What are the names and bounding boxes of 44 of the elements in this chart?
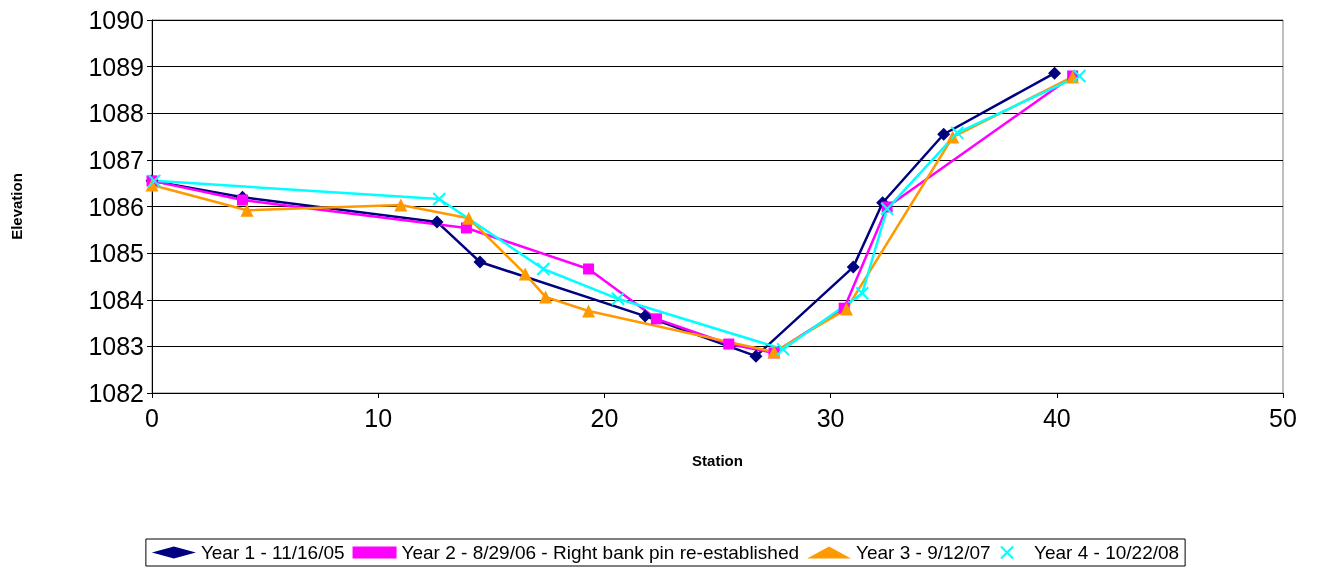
- y-tick-label: 1087: [88, 145, 144, 174]
- x-tick-label: 40: [1042, 403, 1071, 432]
- y-tick-label: 1086: [88, 192, 144, 221]
- y-tick-label: 1088: [88, 99, 144, 128]
- legend-label: Year 2 - 8/29/06 - Right bank pin re-established: [401, 542, 800, 563]
- y-tick-label: 1084: [88, 285, 145, 314]
- point: [432, 192, 447, 207]
- x-tick-label: 10: [364, 403, 393, 432]
- y-tick-label: 1082: [88, 379, 144, 407]
- point: [473, 255, 487, 269]
- point: [240, 203, 254, 217]
- point: [582, 304, 596, 318]
- point: [776, 342, 791, 357]
- x-tick-label: 0: [145, 403, 159, 432]
- point: [650, 313, 662, 325]
- x-tick-label: 30: [816, 403, 845, 432]
- y-tick-label: 1089: [88, 52, 144, 81]
- point: [583, 263, 595, 275]
- point: [536, 261, 551, 276]
- point: [462, 211, 476, 225]
- x-tick-label: 50: [1269, 403, 1297, 432]
- y-tick-label: 1085: [88, 239, 144, 268]
- point: [749, 349, 763, 363]
- y-axis-title: Elevation: [8, 173, 25, 240]
- legend-label: Year 3 - 9/12/07: [856, 542, 991, 563]
- x-axis-title: Station: [692, 452, 743, 469]
- legend-label: Year 4 - 10/22/08: [1034, 542, 1180, 563]
- point: [1048, 66, 1062, 80]
- y-tick-label: 1090: [88, 6, 144, 34]
- point: [846, 260, 860, 274]
- point: [950, 125, 965, 140]
- x-tick-label: 20: [590, 403, 619, 432]
- point: [539, 290, 553, 304]
- point: [855, 286, 870, 301]
- y-tick-label: 1083: [88, 332, 144, 361]
- point: [430, 215, 444, 229]
- point: [937, 127, 951, 141]
- point: [723, 338, 735, 350]
- point: [236, 194, 248, 206]
- point: [394, 198, 408, 212]
- point: [518, 267, 532, 281]
- point: [610, 291, 625, 306]
- legend-label: Year 1 - 11/16/05: [200, 542, 345, 563]
- point: [638, 309, 652, 323]
